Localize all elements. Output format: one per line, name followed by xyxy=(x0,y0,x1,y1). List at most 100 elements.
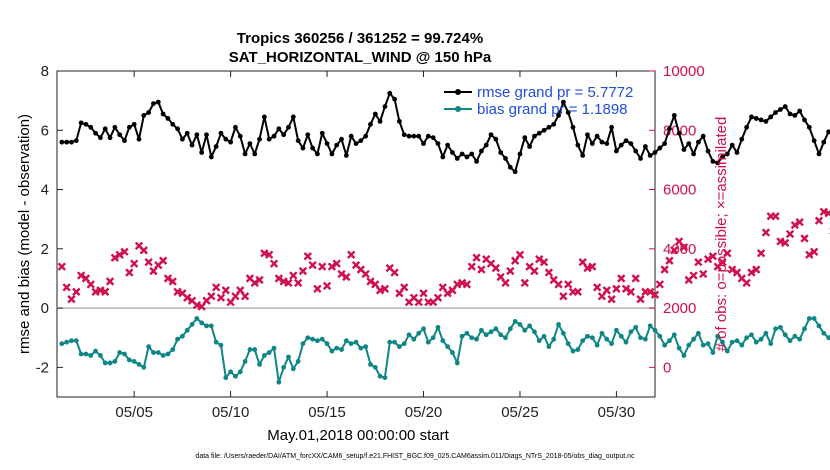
bias-point xyxy=(445,344,451,350)
obs-count-marker xyxy=(646,287,655,296)
obs-count-marker xyxy=(824,209,830,218)
obs-count-marker xyxy=(284,278,293,288)
rmse-point xyxy=(570,124,576,130)
bias-point xyxy=(527,323,533,329)
rmse-point xyxy=(155,99,161,105)
obs-count-marker xyxy=(621,284,631,293)
obs-count-marker xyxy=(130,259,139,268)
obs-count-marker xyxy=(72,287,81,296)
obs-count-marker xyxy=(602,286,611,295)
bias-point xyxy=(478,327,484,333)
bias-point xyxy=(662,342,668,348)
rmse-point xyxy=(141,113,147,118)
rmse-point xyxy=(792,113,798,118)
obs-count-marker xyxy=(699,269,708,279)
bias-point xyxy=(430,335,436,341)
bias-point xyxy=(474,336,479,342)
bias-point xyxy=(560,330,566,336)
y2-axis-label: # of obs: o=possible; ×=assimilated xyxy=(713,117,730,352)
rmse-point xyxy=(204,132,209,138)
rmse-point xyxy=(131,121,137,127)
bias-point xyxy=(671,332,677,338)
rmse-point xyxy=(329,151,335,157)
rmse-point xyxy=(266,136,272,142)
bias-point xyxy=(512,319,518,324)
bias-point xyxy=(102,360,108,366)
bias-point xyxy=(112,359,118,364)
rmse-point xyxy=(83,121,89,127)
rmse-point xyxy=(175,126,180,132)
bias-point xyxy=(647,323,653,329)
obs-count-marker xyxy=(747,268,756,277)
bias-point xyxy=(83,351,89,357)
rmse-point xyxy=(609,124,614,130)
bias-point xyxy=(628,329,634,335)
obs-count-marker xyxy=(327,262,337,271)
bias-point xyxy=(175,336,180,342)
obs-count-marker xyxy=(626,287,636,296)
rmse-point xyxy=(700,133,706,139)
obs-count-marker xyxy=(679,243,689,252)
y-tick-label: 0 xyxy=(41,300,49,317)
x-axis-label: May.01,2018 00:00:00 start xyxy=(267,427,449,444)
rmse-point xyxy=(667,126,672,132)
obs-count-marker xyxy=(501,278,510,288)
rmse-point xyxy=(493,136,499,142)
bias-point xyxy=(676,345,682,351)
bias-point xyxy=(194,316,200,321)
bias-point xyxy=(98,353,103,358)
legend-rmse-marker xyxy=(455,89,461,95)
rmse-point xyxy=(729,142,735,148)
bias-point xyxy=(488,329,494,335)
bias-point xyxy=(686,342,692,348)
rmse-point xyxy=(261,114,267,120)
rmse-point xyxy=(363,133,369,139)
bias-point xyxy=(348,341,354,347)
bias-point xyxy=(184,327,190,333)
bias-point xyxy=(406,332,412,338)
bias-point xyxy=(570,348,576,354)
obs-count-marker xyxy=(183,293,192,302)
rmse-point xyxy=(189,142,195,148)
obs-count-marker xyxy=(761,228,771,237)
rmse-point xyxy=(397,118,402,124)
bias-point xyxy=(450,350,455,355)
obs-count-marker xyxy=(400,283,409,292)
bias-point xyxy=(614,327,619,333)
bias-point xyxy=(585,333,590,339)
rmse-point xyxy=(73,138,79,144)
bias-point xyxy=(131,359,137,364)
bias-point xyxy=(387,339,393,345)
rmse-point xyxy=(488,132,494,138)
rmse-point xyxy=(208,154,214,160)
rmse-point xyxy=(691,151,696,157)
rmse-point xyxy=(536,130,542,136)
rmse-point xyxy=(585,132,590,138)
bias-point xyxy=(565,341,571,347)
bias-point xyxy=(556,321,561,327)
bias-point xyxy=(382,375,388,381)
obs-count-marker xyxy=(472,253,481,262)
rmse-point xyxy=(440,154,446,160)
bias-point xyxy=(705,341,711,347)
obs-count-marker xyxy=(752,265,761,274)
rmse-point xyxy=(758,117,764,123)
bias-point xyxy=(802,326,807,332)
obs-count-marker xyxy=(665,256,674,265)
bias-point xyxy=(503,335,508,341)
bias-point xyxy=(826,335,830,341)
obs-count-marker xyxy=(240,292,250,301)
rmse-point xyxy=(194,132,200,138)
rmse-point xyxy=(768,114,774,120)
bias-point xyxy=(88,353,94,358)
y2-tick-label: 0 xyxy=(663,359,671,376)
obs-count-marker xyxy=(414,298,423,307)
rmse-point xyxy=(652,150,658,155)
rmse-point xyxy=(459,151,465,157)
legend: rmse grand pr = 5.7772 bias grand pr = 1… xyxy=(444,84,633,118)
bias-point xyxy=(816,323,822,329)
y-tick-label: 4 xyxy=(41,182,49,199)
bias-point xyxy=(189,321,195,327)
y-tick-label: 8 xyxy=(41,63,49,80)
bias-point xyxy=(179,333,185,339)
